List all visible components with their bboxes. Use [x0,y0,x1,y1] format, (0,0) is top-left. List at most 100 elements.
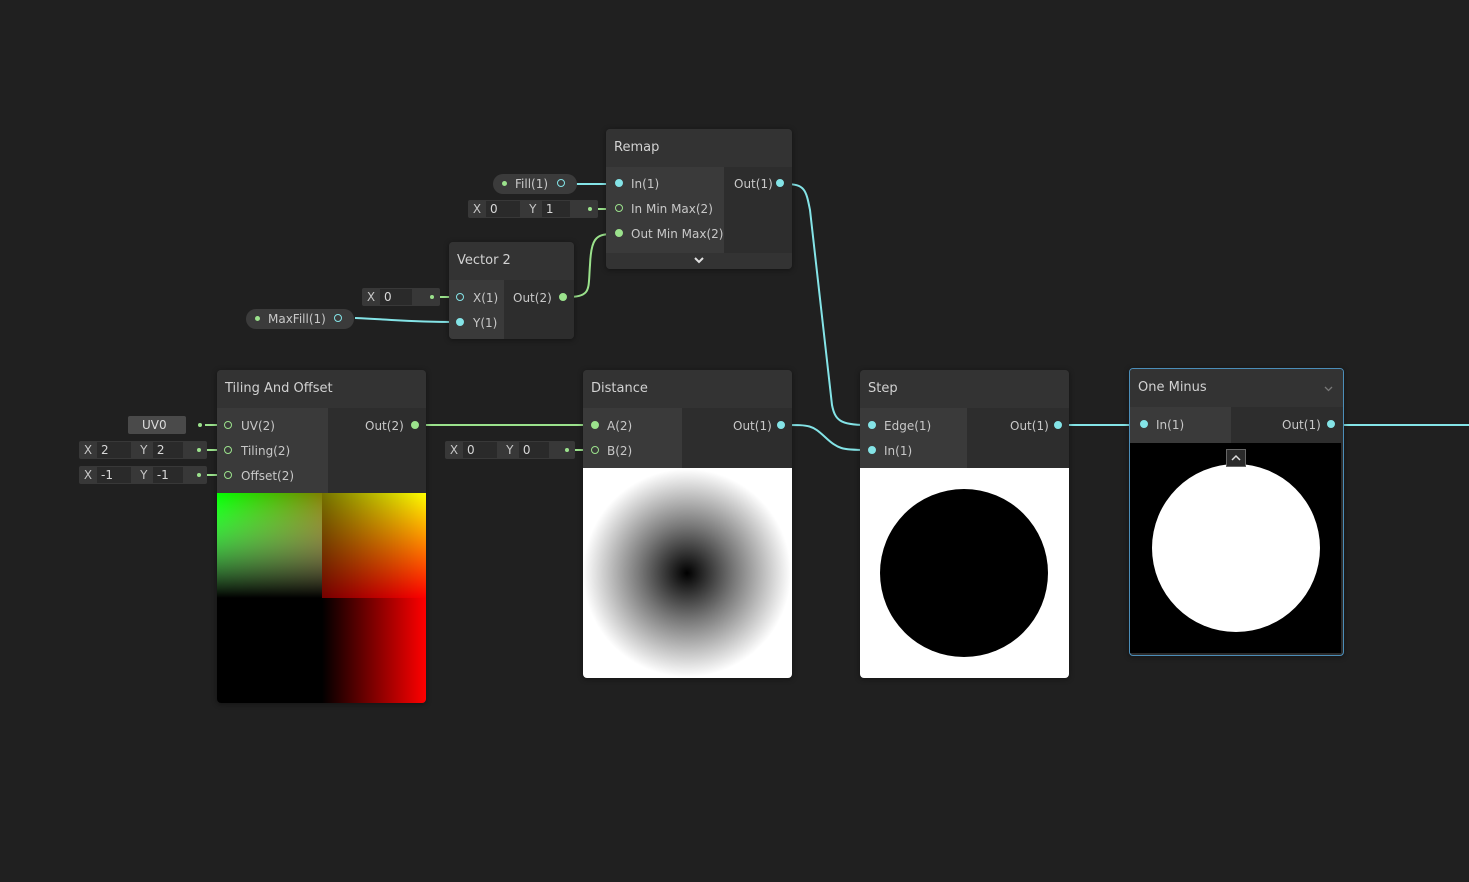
one-minus-output[interactable]: Out(1) [1231,415,1343,435]
tiling-tiling-port[interactable] [224,446,232,454]
wire-distance-to-step [784,424,867,451]
tiling-out-port[interactable] [411,421,419,429]
y-label: Y [140,468,148,482]
step-input-in[interactable]: In(1) [860,441,967,461]
remap-input-out-min-max[interactable]: Out Min Max(2) [606,224,724,244]
field-connector [565,448,569,452]
remap-input-in-min-max[interactable]: In Min Max(2) [606,199,724,219]
tiling-out-label: Out(2) [365,419,404,433]
tiling-uv-label: UV(2) [241,419,275,433]
remap-input-in[interactable]: In(1) [606,174,724,194]
maxfill-output-port[interactable] [334,314,342,322]
step-title[interactable]: Step [860,370,1069,408]
field-connector [197,473,201,477]
remap-in-label: In(1) [631,177,660,191]
one-minus-ports: In(1) Out(1) [1130,407,1343,443]
vector2-output[interactable]: Out(2) [504,288,574,308]
remap-input-column [606,167,724,253]
tiling-and-offset-node[interactable]: Tiling And Offset UV(2) Tiling(2) Offset… [217,370,426,703]
distance-output[interactable]: Out(1) [682,416,792,436]
distance-input-b[interactable]: B(2) [583,441,682,461]
step-out-port[interactable] [1054,421,1062,429]
vector2-title[interactable]: Vector 2 [449,242,574,280]
remap-out-port[interactable] [776,179,784,187]
step-edge-port[interactable] [868,421,876,429]
vector2-y-port[interactable] [456,318,464,326]
remap-expand-bar[interactable] [606,253,792,269]
vector2-out-port[interactable] [559,293,567,301]
one-minus-title[interactable]: One Minus [1130,369,1343,407]
vector2-y-label: Y(1) [473,316,498,330]
in-min-x-value[interactable]: 0 [486,201,520,217]
distance-b-x-value[interactable]: 0 [463,442,497,458]
maxfill-property-node[interactable]: MaxFill(1) [246,309,354,329]
one-minus-in-label: In(1) [1156,418,1185,432]
distance-a-label: A(2) [607,419,633,433]
distance-out-port[interactable] [777,421,785,429]
distance-b-y-value[interactable]: 0 [518,442,549,458]
offset-field[interactable]: X -1 Y -1 [79,466,207,484]
fill-property-label: Fill(1) [515,177,549,191]
vector2-input-x[interactable]: X(1) [449,288,504,308]
distance-title[interactable]: Distance [583,370,792,408]
chevron-down-icon[interactable] [693,257,705,265]
preview-collapse-button[interactable] [1226,449,1246,467]
remap-ports: In(1) In Min Max(2) Out Min Max(2) Out(1… [606,167,792,253]
tiling-y-value[interactable]: 2 [152,442,183,458]
tiling-preview-image [217,493,426,703]
field-connector [197,448,201,452]
tiling-input-uv[interactable]: UV(2) [217,416,328,436]
step-node[interactable]: Step Edge(1) In(1) Out(1) [860,370,1069,678]
wire-maxfill-to-vector2 [354,317,456,323]
step-input-edge[interactable]: Edge(1) [860,416,967,436]
fill-output-port[interactable] [557,179,565,187]
remap-in-port[interactable] [615,179,623,187]
one-minus-in-port[interactable] [1140,420,1148,428]
remap-output[interactable]: Out(1) [724,174,792,194]
one-minus-out-port[interactable] [1327,420,1335,428]
vector2-x-port[interactable] [456,293,464,301]
step-ports: Edge(1) In(1) Out(1) [860,408,1069,468]
chevron-down-icon[interactable] [1324,386,1333,392]
remap-title[interactable]: Remap [606,129,792,167]
tiling-tiling-label: Tiling(2) [241,444,291,458]
one-minus-node[interactable]: One Minus In(1) Out(1) [1129,368,1344,656]
remap-in-min-max-label: In Min Max(2) [631,202,713,216]
distance-input-a[interactable]: A(2) [583,416,682,436]
one-minus-input-in[interactable]: In(1) [1130,415,1231,435]
remap-node[interactable]: Remap In(1) In Min Max(2) Out Min Max(2)… [606,129,792,269]
tiling-output[interactable]: Out(2) [328,416,426,436]
remap-out-min-max-port[interactable] [615,229,623,237]
in-min-y-value[interactable]: 1 [541,201,570,217]
tiling-uv-port[interactable] [224,421,232,429]
step-in-label: In(1) [884,444,913,458]
uv-channel-value: UV0 [142,418,167,432]
y-label: Y [506,443,514,457]
distance-b-port[interactable] [591,446,599,454]
vector2-node[interactable]: Vector 2 X(1) Y(1) Out(2) [449,242,574,339]
vector2-x-value[interactable]: 0 [380,289,412,305]
remap-in-min-max-port[interactable] [615,204,623,212]
offset-y-value[interactable]: -1 [152,467,183,483]
field-connector [430,295,434,299]
tiling-x-value[interactable]: 2 [97,442,131,458]
distance-a-port[interactable] [591,421,599,429]
step-in-port[interactable] [868,446,876,454]
tiling-offset-port[interactable] [224,471,232,479]
tiling-input-offset[interactable]: Offset(2) [217,466,328,486]
vector2-x-label: X(1) [473,291,499,305]
fill-property-node[interactable]: Fill(1) [493,174,577,194]
offset-x-value[interactable]: -1 [97,467,131,483]
uv-channel-dropdown[interactable]: UV0 [128,416,186,446]
tiling-input-tiling[interactable]: Tiling(2) [217,441,328,461]
vector2-input-y[interactable]: Y(1) [449,313,504,333]
step-output[interactable]: Out(1) [967,416,1069,436]
wire-remap-to-step [784,183,867,426]
distance-node[interactable]: Distance A(2) B(2) Out(1) [583,370,792,678]
tiling-and-offset-title[interactable]: Tiling And Offset [217,370,426,408]
one-minus-title-label: One Minus [1138,380,1207,395]
